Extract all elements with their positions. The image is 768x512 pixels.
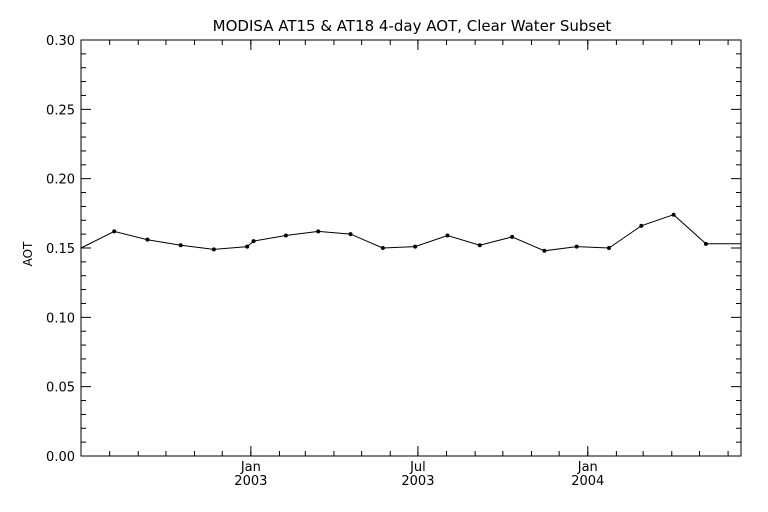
y-tick-label: 0.00 [46, 450, 75, 465]
data-point [211, 247, 216, 252]
chart-title: MODISA AT15 & AT18 4-day AOT, Clear Wate… [213, 17, 612, 35]
data-point [283, 233, 288, 238]
y-tick-label: 0.20 [46, 173, 75, 188]
y-tick-label: 0.30 [46, 34, 75, 49]
x-tick-label-year: 2003 [234, 474, 267, 489]
data-point [413, 244, 418, 249]
data-point [112, 229, 117, 234]
data-point [477, 243, 482, 248]
y-tick-label: 0.10 [46, 311, 75, 326]
series-group [80, 212, 741, 253]
data-point [445, 233, 450, 238]
x-tick-label-month: Jan [240, 460, 261, 475]
data-point [607, 246, 611, 250]
x-tick-label-month: Jan [577, 460, 598, 475]
plot-frame [80, 39, 742, 457]
data-point [574, 244, 579, 249]
y-axis-label: AOT [21, 241, 35, 266]
data-point [245, 244, 250, 249]
data-point [145, 237, 150, 242]
data-point [510, 234, 515, 239]
y-axis: 0.00 0.05 0.10 0.15 0.20 0.25 0.30 [46, 34, 741, 465]
y-tick-label: 0.05 [46, 381, 75, 396]
y-tick-label: 0.15 [46, 242, 75, 257]
x-tick-label-month: Jul [409, 460, 426, 475]
data-point [703, 241, 708, 246]
y-tick-label: 0.25 [46, 103, 75, 118]
data-point [178, 243, 183, 248]
data-point [316, 229, 321, 234]
data-point [639, 223, 644, 228]
x-tick-label-year: 2004 [571, 474, 604, 489]
x-tick-label-year: 2003 [401, 474, 434, 489]
data-point [380, 246, 385, 250]
series-line [80, 214, 741, 252]
data-point [348, 232, 353, 237]
data-point [671, 212, 676, 217]
data-point [251, 239, 256, 244]
data-point [542, 248, 547, 253]
